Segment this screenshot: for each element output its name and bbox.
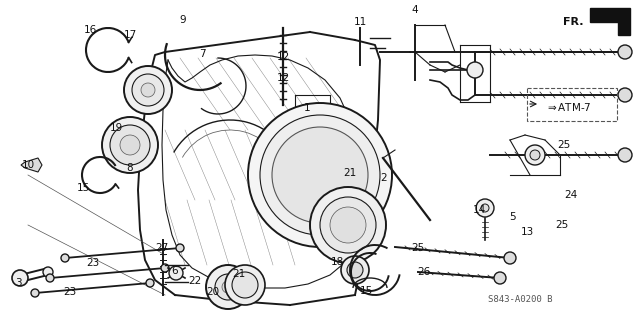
Text: 15: 15	[76, 183, 90, 193]
Circle shape	[504, 252, 516, 264]
Circle shape	[341, 256, 369, 284]
Circle shape	[618, 148, 632, 162]
Circle shape	[260, 115, 380, 235]
Text: 11: 11	[353, 17, 367, 27]
Text: 12: 12	[276, 73, 290, 83]
Text: 19: 19	[109, 123, 123, 133]
Circle shape	[481, 204, 489, 212]
Text: 20: 20	[207, 287, 220, 297]
Text: 8: 8	[127, 163, 133, 173]
Polygon shape	[590, 8, 630, 35]
Circle shape	[110, 125, 150, 165]
Circle shape	[169, 266, 183, 280]
Text: FR.: FR.	[563, 17, 583, 27]
Text: $\Rightarrow$ATM-7: $\Rightarrow$ATM-7	[545, 101, 591, 113]
Text: 1: 1	[304, 103, 310, 113]
Text: 6: 6	[172, 266, 179, 276]
Text: 12: 12	[276, 52, 290, 62]
Text: 14: 14	[472, 205, 486, 215]
Text: 24: 24	[564, 190, 578, 200]
Text: 23: 23	[86, 258, 100, 268]
Circle shape	[530, 150, 540, 160]
Circle shape	[43, 267, 53, 277]
Text: 21: 21	[232, 269, 246, 279]
Text: 3: 3	[15, 278, 21, 288]
Text: 23: 23	[63, 287, 77, 297]
Text: 25: 25	[557, 140, 571, 150]
Circle shape	[12, 270, 28, 286]
Text: 18: 18	[330, 257, 344, 267]
Text: 13: 13	[520, 227, 534, 237]
Text: 26: 26	[417, 267, 431, 277]
Circle shape	[494, 272, 506, 284]
Circle shape	[467, 62, 483, 78]
Text: 7: 7	[198, 49, 205, 59]
Text: 4: 4	[412, 5, 419, 15]
Circle shape	[330, 207, 366, 243]
Circle shape	[102, 117, 158, 173]
Circle shape	[31, 289, 39, 297]
Circle shape	[476, 199, 494, 217]
Text: 25: 25	[412, 243, 424, 253]
Text: 10: 10	[21, 160, 35, 170]
Text: 16: 16	[83, 25, 97, 35]
Text: 15: 15	[360, 286, 372, 296]
Polygon shape	[21, 158, 42, 172]
Circle shape	[176, 244, 184, 252]
Text: 2: 2	[381, 173, 387, 183]
Circle shape	[61, 254, 69, 262]
Text: 21: 21	[344, 168, 356, 178]
Text: 9: 9	[180, 15, 186, 25]
Circle shape	[232, 272, 258, 298]
Circle shape	[618, 88, 632, 102]
Circle shape	[141, 83, 155, 97]
Circle shape	[272, 127, 368, 223]
Circle shape	[215, 274, 241, 300]
Circle shape	[146, 279, 154, 287]
Circle shape	[124, 66, 172, 114]
Circle shape	[161, 264, 169, 272]
Circle shape	[347, 262, 363, 278]
Text: S843-A0200 B: S843-A0200 B	[488, 295, 552, 305]
Circle shape	[206, 265, 250, 309]
Circle shape	[248, 103, 392, 247]
Text: 25: 25	[556, 220, 568, 230]
Circle shape	[120, 135, 140, 155]
Text: 5: 5	[509, 212, 515, 222]
Circle shape	[222, 281, 234, 293]
Text: 22: 22	[188, 276, 202, 286]
Circle shape	[525, 145, 545, 165]
Circle shape	[132, 74, 164, 106]
Circle shape	[320, 197, 376, 253]
Circle shape	[46, 274, 54, 282]
Circle shape	[310, 187, 386, 263]
Circle shape	[618, 45, 632, 59]
Text: 17: 17	[124, 30, 136, 40]
Text: 27: 27	[156, 243, 168, 253]
Circle shape	[225, 265, 265, 305]
